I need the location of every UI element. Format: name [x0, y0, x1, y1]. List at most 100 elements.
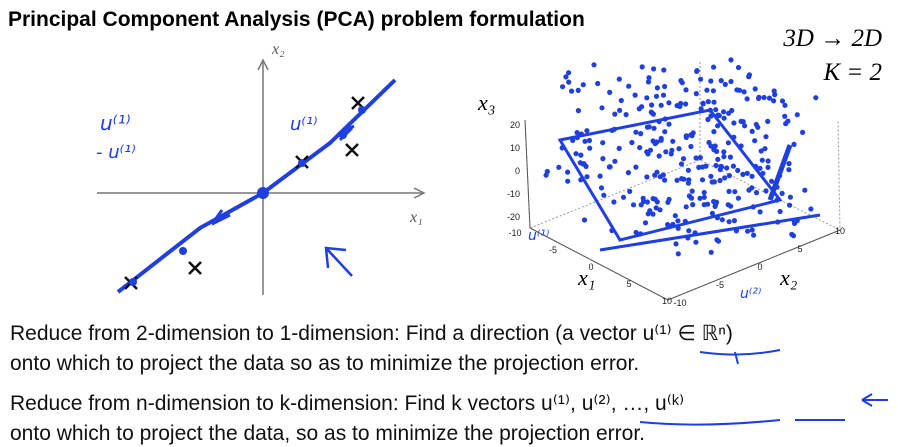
dot: [644, 149, 650, 155]
dot: [683, 87, 689, 93]
dot: [752, 138, 758, 144]
dot: [808, 206, 814, 212]
dot: [565, 169, 571, 175]
dot: [771, 98, 777, 104]
dot: [672, 213, 678, 219]
dot: [738, 118, 744, 124]
dot: [763, 188, 769, 194]
dot: [701, 194, 707, 200]
dot: [705, 116, 711, 123]
dot: [735, 64, 742, 71]
dot: [650, 111, 657, 117]
dot: [644, 95, 650, 101]
dot: [666, 100, 672, 106]
dot: [582, 138, 588, 144]
z-tick-label: 0: [515, 166, 520, 176]
dot: [711, 198, 717, 205]
dot: [742, 123, 748, 129]
dot: [761, 94, 767, 101]
vector: [767, 144, 793, 201]
dot: [757, 165, 763, 171]
dot: [573, 151, 579, 157]
dot: [658, 137, 664, 143]
dot: [705, 99, 711, 105]
dot: [786, 161, 792, 167]
dot: [662, 177, 668, 183]
paragraph-line: Reduce from n-dimension to k-dimension: …: [10, 392, 684, 415]
dot: [636, 106, 642, 112]
dot: [744, 96, 750, 102]
dot: [656, 153, 662, 159]
dot: [666, 121, 672, 127]
dot: [674, 177, 680, 183]
dot: [713, 107, 719, 113]
dot: [721, 115, 727, 121]
dot: [581, 217, 588, 223]
dot: [757, 209, 763, 215]
dot: [556, 164, 562, 170]
x-tick-label: 5: [626, 279, 631, 289]
dot: [654, 139, 660, 145]
dot: [706, 139, 712, 146]
dot: [705, 201, 711, 207]
dot: [586, 137, 593, 144]
paragraph-line: Reduce from 2-dimension to 1-dimension: …: [10, 322, 733, 345]
dot: [612, 158, 618, 164]
dot: [729, 107, 735, 114]
dot: [640, 195, 646, 201]
dot: [683, 101, 689, 107]
arrow: [413, 187, 426, 199]
dot: [726, 173, 733, 179]
dot: [717, 177, 723, 184]
paragraph-line: onto which to project the data, so as to…: [10, 422, 645, 445]
body-text: Reduce from 2-dimension to 1-dimension: …: [10, 322, 733, 445]
y-tick-label: 0: [757, 262, 762, 272]
dot: [690, 202, 696, 208]
dot: [587, 145, 593, 151]
dot: [782, 113, 788, 119]
dot: [700, 101, 706, 107]
axis-label: x₂: [271, 41, 285, 58]
dot: [633, 229, 639, 236]
dot: [800, 129, 806, 135]
dot: [779, 190, 785, 196]
dot: [758, 148, 764, 154]
dot: [762, 146, 768, 152]
dot: [726, 188, 732, 194]
dot: [686, 228, 692, 234]
dot: [696, 164, 702, 170]
dot: [616, 76, 622, 82]
dot: [607, 89, 613, 95]
hand-mark: [639, 349, 888, 426]
dot: [745, 228, 751, 234]
dot: [715, 156, 721, 162]
axis-label: x₁: [577, 265, 595, 290]
plot-2d: x₁ x₂ u⁽¹⁾ - u⁽¹⁾ u⁽¹⁾: [96, 41, 426, 295]
paragraph-line: onto which to project the data so as to …: [10, 352, 639, 375]
dot: [611, 199, 617, 205]
dot: [683, 204, 689, 210]
dot: [685, 167, 692, 173]
dot: [670, 138, 676, 144]
annotation: - u⁽¹⁾: [96, 142, 136, 163]
dot: [751, 232, 757, 238]
dot: [734, 87, 740, 93]
dot: [666, 196, 672, 202]
dot: [662, 129, 668, 135]
dot: [632, 92, 638, 98]
dot: [644, 199, 651, 205]
dot: [749, 227, 755, 233]
dot: [663, 149, 669, 155]
dot: [651, 66, 657, 72]
dot: [669, 147, 675, 153]
dot: [630, 202, 637, 208]
dot: [620, 194, 627, 200]
hand-arrow: [324, 246, 353, 277]
dot: [581, 161, 587, 167]
dot: [735, 195, 742, 201]
dot: [660, 92, 667, 98]
dot: [675, 251, 681, 257]
z-tick-label: 10: [510, 143, 520, 153]
dot: [693, 91, 699, 97]
